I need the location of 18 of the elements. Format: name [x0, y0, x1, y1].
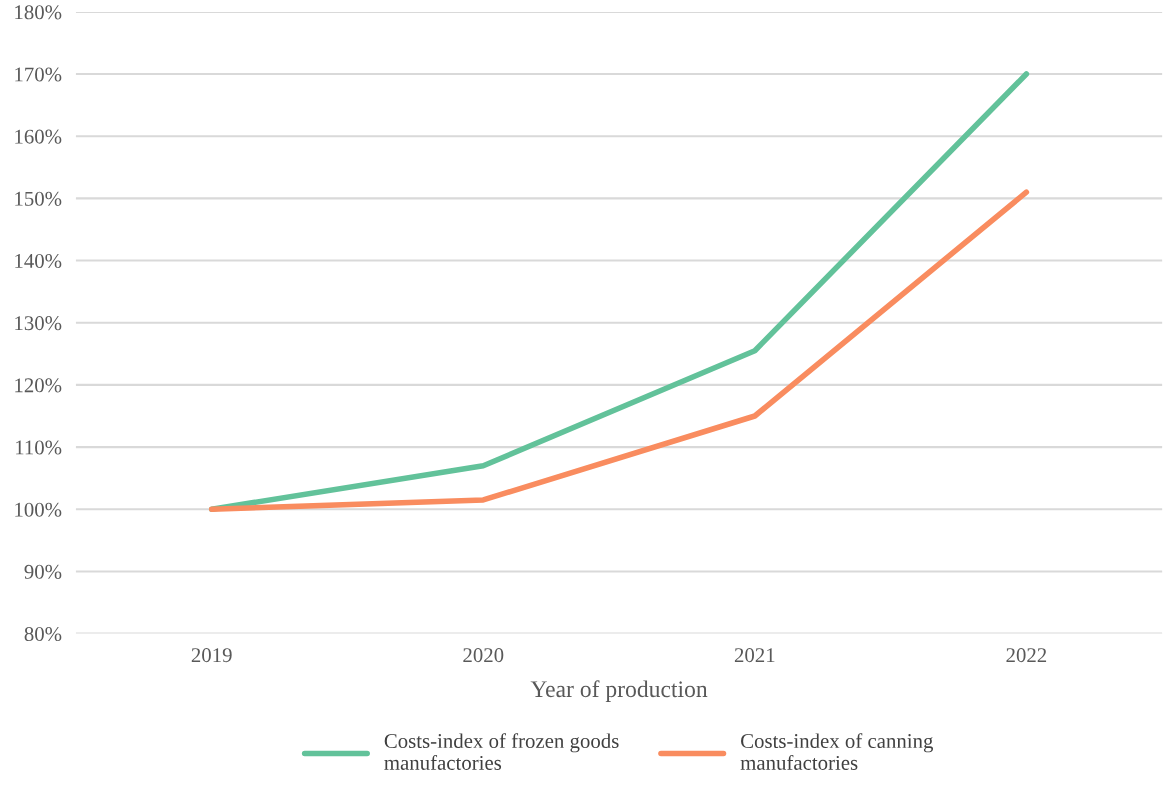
y-tick-label: 100%	[15, 502, 62, 517]
y-tick-label: 130%	[15, 316, 62, 331]
y-tick-label: 90%	[24, 564, 62, 579]
y-tick-label: 120%	[15, 378, 62, 393]
y-tick-label: 80%	[24, 626, 62, 642]
y-tick-label: 140%	[15, 253, 62, 269]
x-tick-label: 2022	[1006, 648, 1047, 663]
y-tick-label: 110%	[16, 440, 62, 455]
x-axis-title: Year of production	[530, 680, 708, 702]
y-tick-label: 160%	[15, 129, 62, 144]
x-tick-label: 2019	[191, 648, 232, 663]
x-tick-label: 2020	[463, 648, 504, 663]
legend-label: Costs-index of frozen goods manufactories	[384, 733, 619, 770]
y-tick-label: 180%	[15, 5, 62, 20]
legend-label: Costs-index of canning manufactories	[740, 733, 934, 770]
x-tick-label: 2021	[734, 648, 775, 663]
y-tick-label: 170%	[15, 67, 62, 82]
y-tick-label: 150%	[15, 191, 62, 206]
